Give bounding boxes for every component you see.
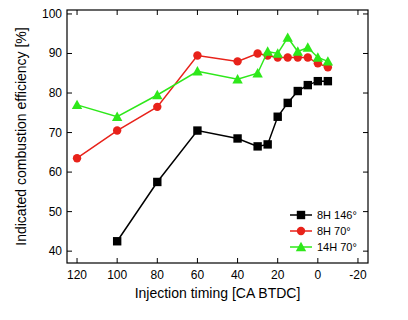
x-tick <box>317 10 318 15</box>
y-tick <box>363 132 368 133</box>
point <box>153 103 161 111</box>
point <box>313 52 323 61</box>
y-axis-label: Indicated combustion efficiency [%] <box>13 27 29 245</box>
point <box>112 112 122 121</box>
point <box>232 74 242 83</box>
point <box>294 87 302 95</box>
plot-area <box>72 32 333 245</box>
legend-label: 14H 70° <box>317 241 357 253</box>
y-tick <box>67 251 72 252</box>
x-tick <box>277 10 278 15</box>
y-tick-label: 90 <box>49 46 63 60</box>
x-tick-label: 40 <box>231 268 245 282</box>
y-tick <box>67 132 72 133</box>
point <box>304 81 312 89</box>
point <box>274 113 282 121</box>
x-tick <box>357 10 358 15</box>
x-tick-label: 80 <box>151 268 165 282</box>
y-tick-label: 60 <box>49 165 63 179</box>
legend: 8H 146° 8H 70° 14H 70° <box>290 209 357 253</box>
x-tick <box>237 10 238 15</box>
point <box>233 134 241 142</box>
x-axis-label: Injection timing [CA BTDC] <box>135 285 301 301</box>
chart: 120 100 80 60 40 20 0 -20 40 50 60 70 80 90 100 Injecti… <box>0 0 408 320</box>
y-tick-label: 100 <box>42 7 62 21</box>
point <box>252 68 262 77</box>
x-tick-label: 0 <box>314 268 321 282</box>
point <box>304 53 312 61</box>
y-tick-label: 50 <box>49 205 63 219</box>
point <box>324 77 332 85</box>
legend-label: 8H 146° <box>317 209 357 221</box>
point <box>253 49 261 57</box>
point <box>283 32 293 41</box>
x-tick <box>157 10 158 15</box>
x-tick <box>117 10 118 15</box>
x-tick-label: 120 <box>67 268 87 282</box>
y-tick <box>67 93 72 94</box>
y-tick <box>67 53 72 54</box>
x-tick-label: 60 <box>191 268 205 282</box>
point <box>73 154 81 162</box>
series-line <box>117 81 328 241</box>
y-tick <box>67 211 72 212</box>
x-tick <box>197 10 198 15</box>
x-tick <box>117 258 118 263</box>
point <box>192 66 202 75</box>
point <box>113 237 121 245</box>
y-tick <box>67 13 72 14</box>
x-tick <box>277 258 278 263</box>
point <box>323 56 333 65</box>
y-tick <box>363 172 368 173</box>
y-tick <box>363 93 368 94</box>
x-tick <box>237 258 238 263</box>
plot-frame <box>67 10 368 263</box>
legend-marker <box>297 227 305 235</box>
point <box>153 178 161 186</box>
y-tick-label: 40 <box>49 244 63 258</box>
x-tick-label: 100 <box>107 268 127 282</box>
x-tick <box>157 258 158 263</box>
point <box>314 77 322 85</box>
x-tick <box>357 258 358 263</box>
point <box>233 57 241 65</box>
point <box>263 140 271 148</box>
point <box>193 126 201 134</box>
x-tick-label: -20 <box>349 268 367 282</box>
series-line <box>77 38 328 117</box>
y-tick <box>67 172 72 173</box>
y-tick <box>363 251 368 252</box>
y-tick <box>363 13 368 14</box>
point <box>113 126 121 134</box>
x-tick-label: 20 <box>271 268 285 282</box>
point <box>303 42 313 51</box>
x-tick <box>197 258 198 263</box>
point <box>273 48 283 57</box>
point <box>284 53 292 61</box>
legend-marker <box>296 242 306 251</box>
x-tick <box>317 258 318 263</box>
point <box>72 100 82 109</box>
point <box>284 99 292 107</box>
y-tick <box>363 211 368 212</box>
y-tick-label: 80 <box>49 86 63 100</box>
legend-label: 8H 70° <box>317 225 351 237</box>
x-tick <box>77 258 78 263</box>
series-line <box>77 53 328 158</box>
point <box>262 46 272 55</box>
point <box>152 90 162 99</box>
point <box>253 142 261 150</box>
x-tick <box>77 10 78 15</box>
y-tick <box>363 53 368 54</box>
y-tick-label: 70 <box>49 126 63 140</box>
legend-marker <box>297 211 305 219</box>
point <box>293 46 303 55</box>
point <box>193 51 201 59</box>
